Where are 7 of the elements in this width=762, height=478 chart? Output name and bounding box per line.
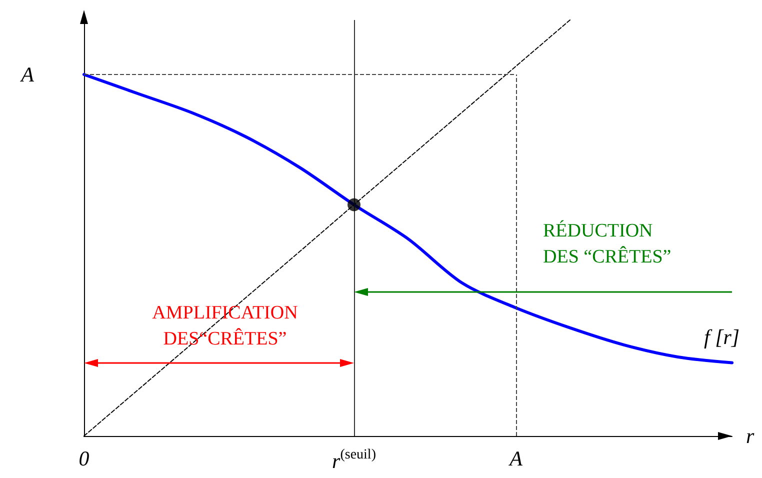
x-tick-label: A [508,446,523,470]
annotation: AMPLIFICATION DES“CRÊTES” [152,302,298,350]
series-label: f [r] [704,324,740,349]
x-axis-title: r [746,424,755,448]
x-tick-label: 0 [78,446,90,470]
ref-line-label: A [19,62,34,86]
annotation: RÉDUCTION DES “CRÊTES” [543,220,672,268]
